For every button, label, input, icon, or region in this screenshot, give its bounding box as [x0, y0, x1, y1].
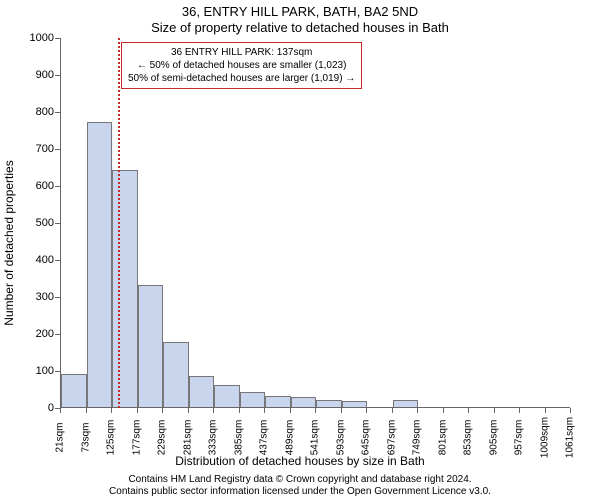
- x-tick-mark: [315, 408, 316, 413]
- histogram-bar: [112, 170, 138, 407]
- y-tick-label: 1000: [30, 32, 54, 44]
- y-axis-label: Number of detached properties: [2, 78, 16, 243]
- chart-title-line1: 36, ENTRY HILL PARK, BATH, BA2 5ND: [0, 4, 600, 19]
- x-tick-label: 333sqm: [208, 420, 219, 456]
- x-tick-mark: [188, 408, 189, 413]
- x-tick-label: 749sqm: [412, 420, 423, 456]
- y-tick-mark: [55, 223, 60, 224]
- y-tick-label: 900: [36, 69, 54, 81]
- x-tick-label: 645sqm: [361, 420, 372, 456]
- y-tick-mark: [55, 260, 60, 261]
- x-tick-mark: [290, 408, 291, 413]
- histogram-bar: [87, 122, 113, 407]
- chart-footer: Contains HM Land Registry data © Crown c…: [0, 474, 600, 498]
- y-tick-label: 700: [36, 143, 54, 155]
- y-tick-mark: [55, 334, 60, 335]
- x-tick-label: 593sqm: [335, 420, 346, 456]
- y-tick-mark: [55, 112, 60, 113]
- y-tick-mark: [55, 75, 60, 76]
- x-tick-label: 281sqm: [182, 420, 193, 456]
- x-tick-label: 385sqm: [233, 420, 244, 456]
- y-tick-mark: [55, 149, 60, 150]
- y-tick-mark: [55, 38, 60, 39]
- histogram-bar: [393, 400, 419, 407]
- histogram-bar: [291, 397, 317, 407]
- x-tick-label: 697sqm: [386, 420, 397, 456]
- histogram-bar: [189, 376, 215, 407]
- histogram-bar: [61, 374, 87, 407]
- x-tick-label: 1061sqm: [565, 417, 576, 458]
- histogram-bar: [316, 400, 342, 407]
- plot-area: 36 ENTRY HILL PARK: 137sqm← 50% of detac…: [60, 38, 570, 408]
- x-tick-label: 853sqm: [463, 420, 474, 456]
- x-tick-mark: [417, 408, 418, 413]
- annotation-box: 36 ENTRY HILL PARK: 137sqm← 50% of detac…: [121, 42, 362, 89]
- y-tick-label: 500: [36, 217, 54, 229]
- annotation-line2: ← 50% of detached houses are smaller (1,…: [128, 59, 355, 72]
- x-tick-mark: [392, 408, 393, 413]
- x-tick-label: 801sqm: [437, 420, 448, 456]
- histogram-bar: [214, 385, 240, 407]
- x-tick-mark: [239, 408, 240, 413]
- x-tick-mark: [264, 408, 265, 413]
- x-tick-mark: [443, 408, 444, 413]
- x-tick-mark: [111, 408, 112, 413]
- x-tick-label: 21sqm: [55, 422, 66, 452]
- y-tick-label: 600: [36, 180, 54, 192]
- x-tick-label: 125sqm: [106, 420, 117, 456]
- x-tick-mark: [494, 408, 495, 413]
- x-tick-mark: [570, 408, 571, 413]
- annotation-line3: 50% of semi-detached houses are larger (…: [128, 72, 355, 85]
- y-tick-mark: [55, 297, 60, 298]
- x-tick-mark: [341, 408, 342, 413]
- y-tick-mark: [55, 371, 60, 372]
- histogram-bar: [342, 401, 368, 407]
- histogram-bar: [138, 285, 164, 407]
- y-tick-label: 200: [36, 328, 54, 340]
- histogram-bar: [265, 396, 291, 407]
- x-tick-label: 73sqm: [80, 422, 91, 452]
- x-tick-mark: [366, 408, 367, 413]
- x-tick-label: 177sqm: [131, 420, 142, 456]
- histogram-bar: [240, 392, 266, 407]
- x-tick-label: 229sqm: [157, 420, 168, 456]
- y-tick-label: 800: [36, 106, 54, 118]
- x-tick-mark: [545, 408, 546, 413]
- x-tick-mark: [213, 408, 214, 413]
- x-axis-label: Distribution of detached houses by size …: [0, 454, 600, 468]
- x-tick-mark: [162, 408, 163, 413]
- footer-line2: Contains public sector information licen…: [0, 486, 600, 498]
- y-tick-label: 100: [36, 365, 54, 377]
- footer-line1: Contains HM Land Registry data © Crown c…: [0, 474, 600, 486]
- y-tick-mark: [55, 186, 60, 187]
- property-marker-line: [118, 38, 120, 408]
- x-tick-mark: [86, 408, 87, 413]
- x-tick-label: 1009sqm: [539, 417, 550, 458]
- x-tick-label: 957sqm: [514, 420, 525, 456]
- x-tick-label: 541sqm: [310, 420, 321, 456]
- x-tick-label: 489sqm: [284, 420, 295, 456]
- x-tick-label: 437sqm: [259, 420, 270, 456]
- x-tick-mark: [519, 408, 520, 413]
- x-tick-label: 905sqm: [488, 420, 499, 456]
- y-tick-label: 300: [36, 291, 54, 303]
- x-tick-mark: [60, 408, 61, 413]
- x-tick-mark: [468, 408, 469, 413]
- chart-title-line2: Size of property relative to detached ho…: [0, 20, 600, 35]
- annotation-line1: 36 ENTRY HILL PARK: 137sqm: [128, 46, 355, 59]
- y-tick-label: 400: [36, 254, 54, 266]
- chart-container: 36, ENTRY HILL PARK, BATH, BA2 5ND Size …: [0, 0, 600, 500]
- x-tick-mark: [137, 408, 138, 413]
- histogram-bar: [163, 342, 189, 407]
- y-tick-label: 0: [48, 402, 54, 414]
